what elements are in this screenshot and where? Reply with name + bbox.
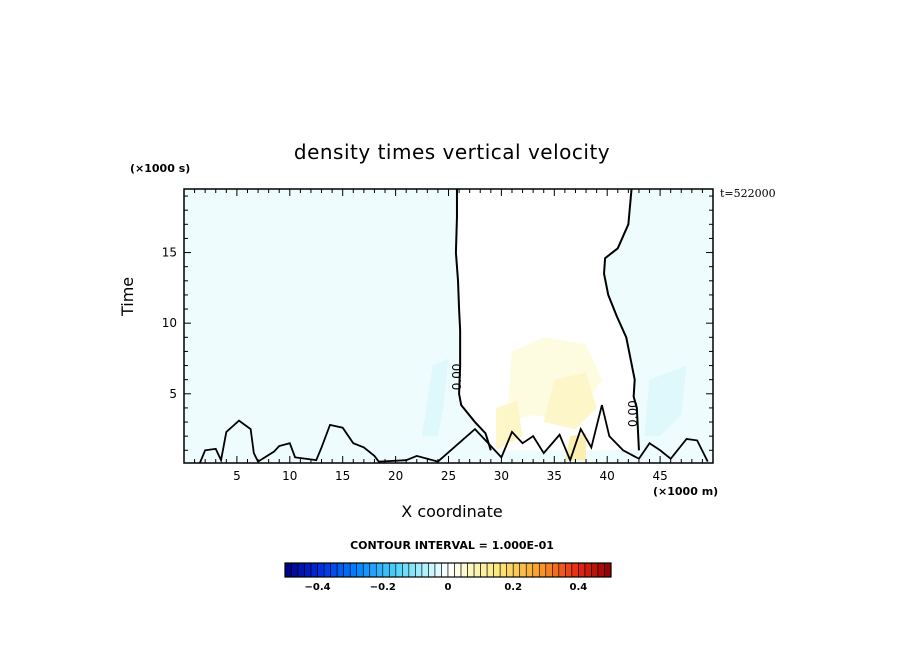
colorbar-cell — [532, 562, 540, 578]
x-tick-label: 45 — [652, 469, 667, 483]
colorbar-tick-label: 0 — [445, 582, 452, 593]
colorbar-cell — [428, 562, 436, 578]
colorbar-cell — [591, 562, 599, 578]
colorbar-cell — [402, 562, 410, 578]
shading-patch — [543, 372, 597, 430]
colorbar-cell — [493, 562, 501, 578]
zero-contours — [199, 188, 709, 464]
colorbar-cell — [389, 562, 397, 578]
colorbar-cell — [310, 562, 318, 578]
colorbar-cell — [343, 562, 351, 578]
colorbar-cell — [571, 562, 579, 578]
colorbar-cell — [356, 562, 364, 578]
colorbar-cell — [525, 562, 534, 578]
time-label: t=522000 — [720, 187, 776, 200]
x-tick-label: 35 — [547, 469, 562, 483]
shading-patch — [644, 365, 687, 437]
colorbar-cell — [362, 562, 371, 578]
colorbar-cell — [408, 562, 416, 578]
colorbar-cell — [382, 562, 390, 578]
shading-patch — [422, 358, 449, 437]
chart-title: density times vertical velocity — [293, 140, 611, 164]
zero-contour-line — [454, 189, 492, 451]
surface-contour-line — [199, 404, 709, 464]
colorbar-cell — [480, 562, 488, 578]
colorbar-cell — [538, 562, 547, 578]
contour-labels: 0.00 0.00 — [450, 363, 640, 426]
x-tick-label: 40 — [600, 469, 615, 483]
colorbar-cell — [460, 562, 468, 578]
x-axis-unit: (×1000 m) — [653, 485, 719, 498]
plot-axes — [183, 188, 714, 464]
contour-label: 0.00 — [626, 400, 640, 427]
colorbar-cell — [291, 562, 299, 578]
shading-patch — [496, 400, 523, 451]
x-tick-label: 25 — [441, 469, 456, 483]
colorbar-tick-label: 0.4 — [570, 582, 588, 593]
contour-interval-label: CONTOUR INTERVAL = 1.000E-01 — [350, 539, 554, 552]
zero-contour-line — [603, 188, 640, 451]
colorbar-cell — [558, 562, 566, 578]
x-tick-label: 30 — [494, 469, 509, 483]
colorbar-cell — [545, 562, 553, 578]
colorbar-cell — [317, 562, 325, 578]
colorbar-cell — [506, 562, 514, 578]
contour-label: 0.00 — [450, 363, 464, 390]
field-shading — [422, 337, 687, 461]
colorbar-cell — [467, 562, 475, 578]
colorbar-cell — [519, 562, 527, 578]
colorbar-tick-label: −0.2 — [370, 582, 396, 593]
colorbar-cell — [415, 562, 423, 578]
colorbar-cell — [499, 562, 507, 578]
colorbar-cell — [323, 562, 331, 578]
colorbar-cell — [565, 562, 573, 578]
x-ticks: 5 10 15 20 25 30 35 40 45 — [233, 469, 668, 483]
x-tick-label: 20 — [388, 469, 403, 483]
colorbar-cell — [584, 562, 592, 578]
colorbar-frame — [284, 562, 612, 578]
colorbar-cell — [349, 562, 358, 578]
colorbar-cell — [336, 562, 344, 578]
colorbar-cell — [597, 562, 605, 578]
colorbar-cell — [552, 562, 560, 578]
colorbar-cell — [604, 562, 612, 578]
colorbar-cell — [447, 562, 455, 578]
colorbar-tick-label: −0.4 — [305, 582, 331, 593]
colorbar-cell — [512, 562, 521, 578]
x-tick-label: 10 — [282, 469, 297, 483]
colorbar-cell — [473, 562, 481, 578]
x-tick-label: 15 — [335, 469, 350, 483]
colorbar: −0.4 −0.2 0 0.2 0.4 — [284, 562, 612, 593]
x-axis-label: X coordinate — [401, 502, 503, 521]
colorbar-tick-label: 0.2 — [504, 582, 522, 593]
colorbar-cell — [434, 562, 442, 578]
y-tick-label: 15 — [162, 246, 177, 260]
y-ticks: 5 10 15 — [162, 246, 177, 401]
colorbar-cell — [421, 562, 429, 578]
colorbar-cell — [395, 562, 403, 578]
y-tick-label: 10 — [162, 316, 177, 330]
colorbar-cell — [454, 562, 462, 578]
colorbar-cell — [304, 562, 312, 578]
y-axis-unit: (×1000 s) — [130, 162, 191, 175]
x-tick-label: 5 — [233, 469, 241, 483]
colorbar-cell — [284, 562, 292, 578]
y-tick-label: 5 — [169, 387, 177, 401]
colorbar-cell — [486, 562, 494, 578]
colorbar-cell — [297, 562, 305, 578]
colorbar-cell — [375, 562, 384, 578]
colorbar-cell — [369, 562, 377, 578]
colorbar-cell — [330, 562, 338, 578]
colorbar-cell — [441, 562, 449, 578]
colorbar-cell — [578, 562, 586, 578]
